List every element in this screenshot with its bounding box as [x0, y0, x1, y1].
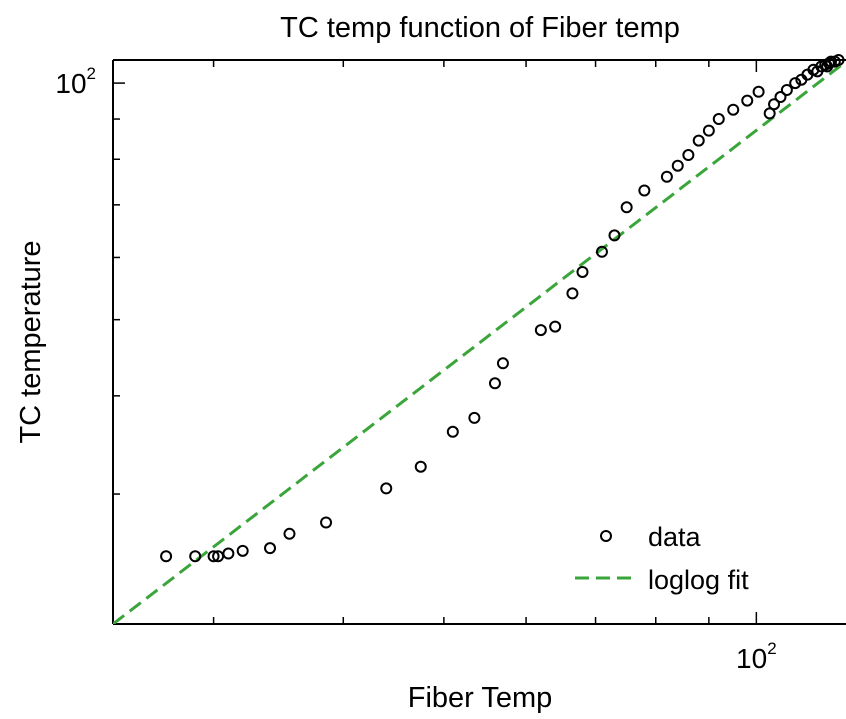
data-point	[780, 83, 793, 96]
data-point	[222, 547, 235, 560]
legend: data loglog fit	[575, 522, 749, 595]
data-point	[620, 201, 633, 214]
data-point	[549, 320, 562, 333]
data-point	[380, 482, 393, 495]
data-point	[692, 134, 705, 147]
data-point	[468, 411, 481, 424]
data-point	[534, 324, 547, 337]
data-point	[824, 55, 837, 68]
data-point	[446, 425, 459, 438]
data-point	[712, 113, 725, 126]
data-point	[768, 98, 781, 111]
chart-title: TC temp function of Fiber temp	[280, 12, 680, 44]
x-axis-label: Fiber Temp	[408, 682, 553, 714]
data-point	[189, 550, 202, 563]
data-point	[264, 542, 277, 555]
data-point	[763, 107, 776, 120]
data-point	[832, 54, 845, 66]
data-point	[660, 170, 673, 183]
data-point	[789, 77, 802, 90]
data-point	[741, 94, 754, 107]
data-point	[160, 550, 173, 563]
data-point	[727, 103, 740, 116]
data-point	[488, 377, 501, 390]
data-point	[207, 550, 220, 563]
data-point	[702, 124, 715, 137]
data-point	[638, 184, 651, 197]
x-tick-label: 102	[736, 639, 777, 674]
data-point	[682, 149, 695, 162]
legend-marker-data	[600, 530, 612, 542]
data-point	[608, 229, 621, 242]
data-point	[414, 460, 427, 473]
data-points	[160, 54, 845, 563]
data-point	[283, 527, 296, 540]
data-point	[576, 265, 589, 278]
data-point	[595, 245, 608, 258]
y-axis-label: TC temperature	[15, 240, 47, 443]
data-point	[320, 516, 333, 529]
loglog-fit-line	[113, 60, 846, 624]
tick-marks	[113, 60, 758, 624]
data-point	[774, 91, 787, 104]
data-point	[496, 357, 509, 370]
data-point	[566, 287, 579, 300]
tick-labels: 102 102	[55, 64, 776, 674]
legend-label-fit: loglog fit	[648, 565, 749, 595]
data-point	[671, 159, 684, 172]
fit-layer	[113, 60, 846, 624]
legend-label-data: data	[648, 522, 702, 552]
data-point	[236, 544, 249, 557]
data-point	[752, 85, 765, 98]
y-tick-label: 102	[55, 64, 96, 99]
